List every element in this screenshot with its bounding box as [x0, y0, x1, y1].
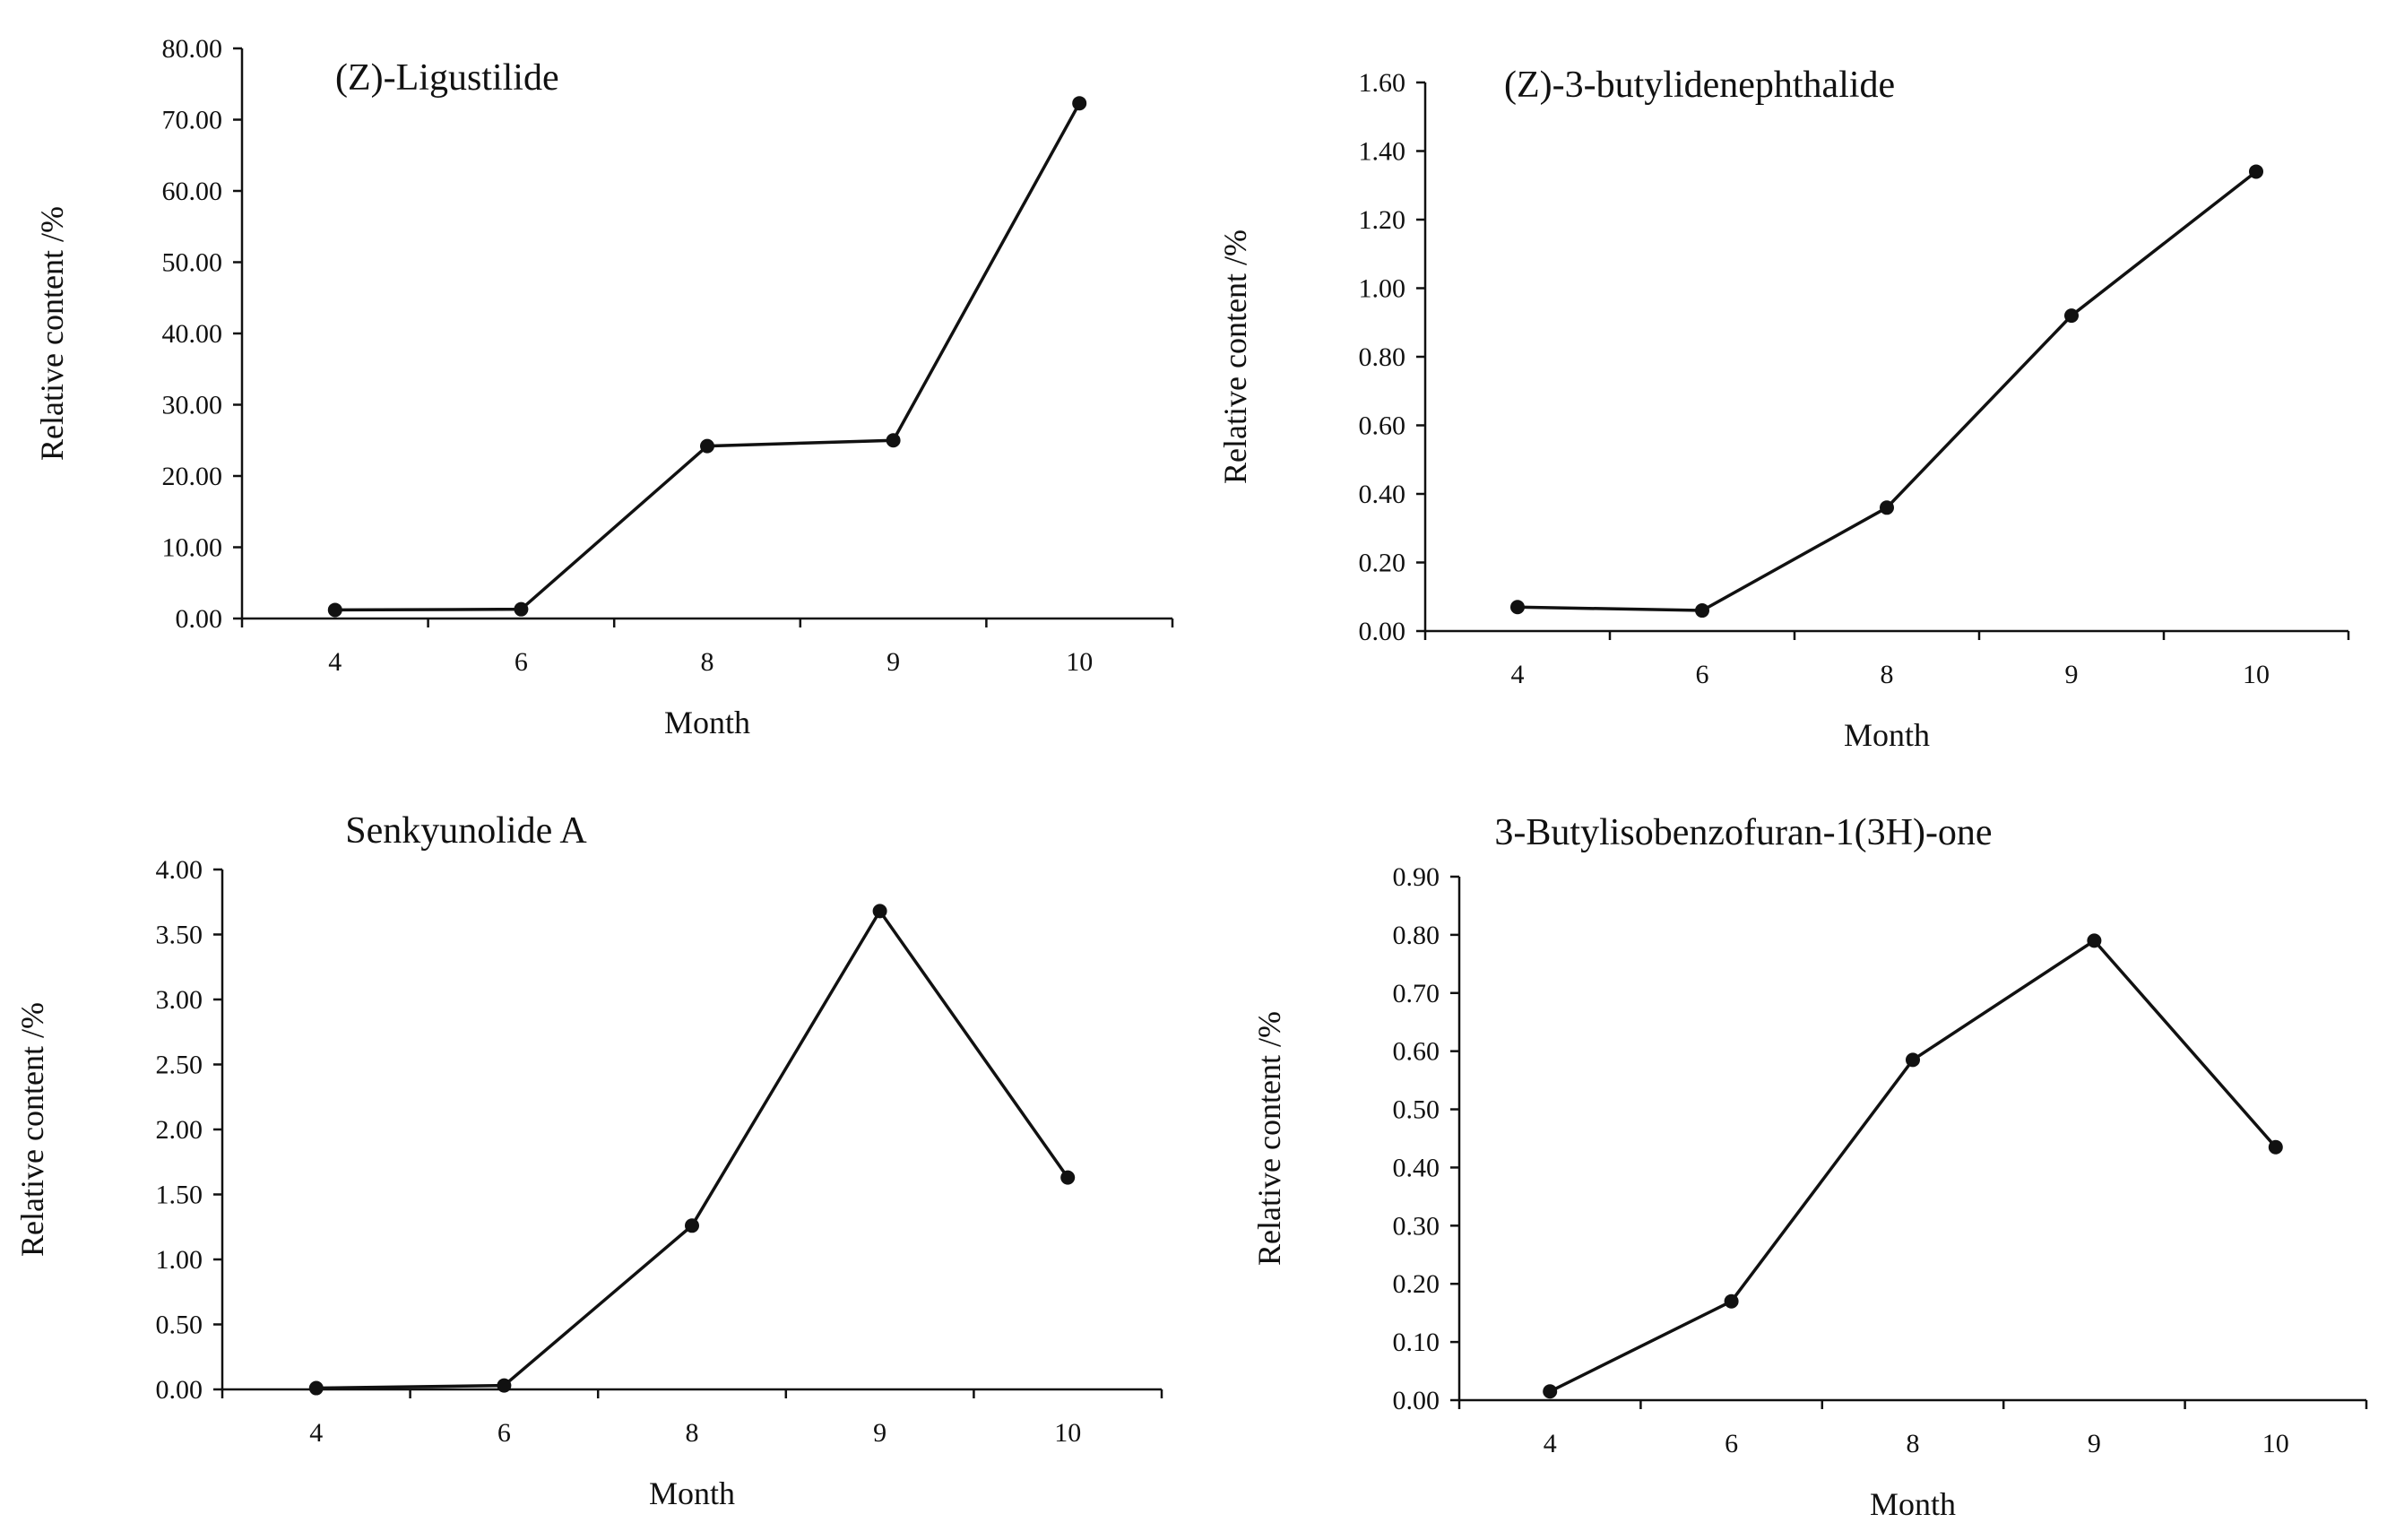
data-point-month-8: [1880, 500, 1894, 515]
y-tick-label: 4.00: [156, 855, 203, 885]
y-tick-label: 20.00: [162, 462, 223, 491]
y-tick-label: 1.50: [156, 1181, 203, 1210]
y-tick-label: 10.00: [162, 533, 223, 563]
y-tick-label: 40.00: [162, 319, 223, 349]
data-point-month-6: [1695, 603, 1709, 619]
x-tick-label: 4: [1544, 1429, 1557, 1458]
x-tick-label: 9: [2088, 1429, 2101, 1458]
x-tick-label: 10: [1054, 1418, 1081, 1448]
x-tick-label: 6: [1725, 1429, 1738, 1458]
y-tick-label: 1.60: [1359, 68, 1406, 98]
x-tick-label: 8: [1881, 660, 1894, 689]
y-tick-label: 2.50: [156, 1051, 203, 1080]
series-line: [316, 908, 1069, 1390]
y-tick-label: 0.40: [1393, 1153, 1440, 1182]
x-axis-title: Month: [1844, 717, 1930, 753]
y-tick-label: 0.10: [1393, 1328, 1440, 1357]
y-tick-label: 0.00: [156, 1375, 203, 1405]
y-tick-label: 3.00: [156, 985, 203, 1015]
y-tick-label: 0.50: [1393, 1095, 1440, 1125]
data-point-month-10: [1072, 96, 1087, 111]
y-axis-title: Relative content /%: [34, 206, 70, 461]
y-tick-label: 0.00: [1359, 617, 1406, 646]
y-tick-label: 0.00: [1393, 1386, 1440, 1415]
chart-panel-1: 0.00 10.00 20.00 30.00 40.00 50.00 60.00 70.00 8…: [34, 34, 1174, 740]
y-tick-label: 30.00: [162, 391, 223, 420]
data-point-month-10: [2268, 1139, 2283, 1155]
series-line: [1517, 170, 2258, 612]
y-tick-label: 80.00: [162, 34, 223, 64]
x-tick-label: 4: [309, 1418, 323, 1448]
y-tick-label: 0.60: [1359, 411, 1406, 441]
x-tick-label: 8: [701, 647, 714, 677]
y-tick-label: 3.50: [156, 921, 203, 950]
y-tick-label: 0.70: [1393, 979, 1440, 1008]
data-point-month-10: [1060, 1170, 1076, 1185]
y-axis-title: Relative content /%: [1251, 1011, 1287, 1266]
chart-title: (Z)-Ligustilide: [335, 57, 559, 99]
x-tick-label: 8: [1907, 1429, 1920, 1458]
x-tick-label: 4: [1511, 660, 1525, 689]
x-tick-label: 9: [2065, 660, 2079, 689]
chart-panel-2: 0.00 0.20 0.40 0.60 0.80 1.00 1.20 1.40 1.60 4 6 8 9…: [1217, 65, 2350, 753]
y-tick-label: 0.00: [176, 604, 223, 634]
chart-panel-3: 0.00 0.50 1.00 1.50 2.00 2.50 3.00 3.50 4.00 4 6 8 9…: [14, 810, 1163, 1511]
data-point-month-4: [1543, 1384, 1558, 1399]
y-tick-label: 1.00: [1359, 274, 1406, 304]
y-tick-label: 0.90: [1393, 862, 1440, 892]
x-tick-label: 6: [515, 647, 528, 677]
y-tick-label: 0.20: [1359, 549, 1406, 578]
x-axis-title: Month: [649, 1475, 735, 1511]
x-tick-label: 10: [2262, 1429, 2289, 1458]
y-tick-label: 0.80: [1393, 921, 1440, 950]
x-tick-label: 9: [886, 647, 900, 677]
data-point-month-9: [2087, 933, 2102, 948]
data-point-month-4: [327, 602, 342, 618]
chart-title: (Z)-3-butylidenephthalide: [1504, 65, 1895, 106]
y-tick-label: 1.00: [156, 1245, 203, 1275]
data-point-month-8: [685, 1218, 699, 1233]
data-point-month-9: [886, 433, 901, 448]
x-tick-label: 6: [497, 1418, 511, 1448]
x-axis-title: Month: [1870, 1486, 1956, 1522]
y-tick-label: 0.30: [1393, 1211, 1440, 1241]
y-tick-label: 50.00: [162, 248, 223, 278]
data-point-month-6: [1724, 1293, 1739, 1309]
x-tick-label: 8: [686, 1418, 699, 1448]
data-point-month-9: [2064, 308, 2079, 324]
x-tick-label: 10: [2243, 660, 2270, 689]
chart-panel-4: 0.00 0.10 0.20 0.30 0.40 0.50 0.60 0.70 0.80 0.90…: [1251, 812, 2368, 1522]
y-axis-title: Relative content /%: [14, 1002, 50, 1257]
y-tick-label: 0.80: [1359, 342, 1406, 372]
data-point-month-8: [1906, 1052, 1920, 1068]
x-tick-label: 6: [1696, 660, 1709, 689]
y-tick-label: 0.40: [1359, 480, 1406, 509]
y-tick-label: 2.00: [156, 1115, 203, 1145]
y-axis-title: Relative content /%: [1217, 229, 1253, 484]
x-tick-label: 10: [1066, 647, 1093, 677]
data-point-month-6: [514, 601, 529, 617]
y-tick-label: 1.20: [1359, 205, 1406, 235]
x-tick-label: 4: [328, 647, 342, 677]
chart-title: 3-Butylisobenzofuran-1(3H)-one: [1494, 812, 1992, 853]
data-point-month-4: [1510, 600, 1525, 615]
chart-title: Senkyunolide A: [345, 810, 587, 852]
data-point-month-6: [497, 1378, 512, 1393]
series-line: [1549, 939, 2278, 1393]
y-tick-label: 1.40: [1359, 137, 1406, 167]
data-point-month-8: [700, 438, 714, 454]
data-point-month-9: [872, 904, 887, 919]
y-tick-label: 0.20: [1393, 1269, 1440, 1299]
y-tick-label: 0.50: [156, 1311, 203, 1340]
data-point-month-10: [2249, 164, 2263, 179]
data-point-month-4: [308, 1380, 324, 1396]
x-tick-label: 9: [873, 1418, 886, 1448]
series-line: [334, 102, 1081, 612]
y-tick-label: 60.00: [162, 177, 223, 206]
y-tick-label: 0.60: [1393, 1037, 1440, 1067]
y-tick-label: 70.00: [162, 106, 223, 135]
x-axis-title: Month: [664, 705, 750, 740]
